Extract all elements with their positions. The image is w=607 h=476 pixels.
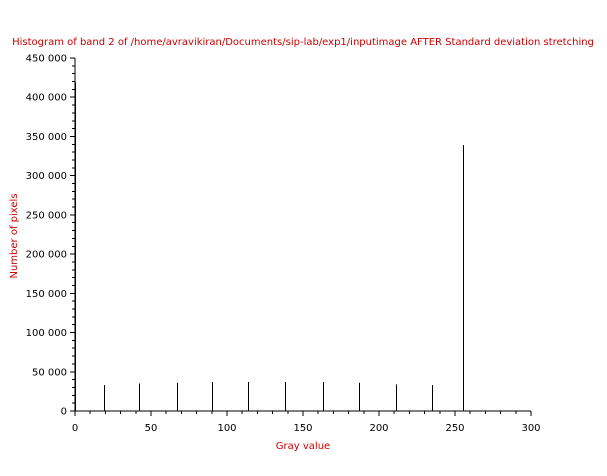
x-tick-label: 200 bbox=[369, 423, 388, 434]
y-tick-label: 300 000 bbox=[26, 171, 67, 182]
x-tick-label: 0 bbox=[72, 423, 78, 434]
chart-title: Histogram of band 2 of /home/avravikiran… bbox=[12, 37, 594, 48]
y-tick-label: 250 000 bbox=[26, 210, 67, 221]
y-tick-label: 150 000 bbox=[26, 289, 67, 300]
x-tick-label: 150 bbox=[293, 423, 312, 434]
y-tick-label: 50 000 bbox=[32, 367, 67, 378]
y-tick-label: 450 000 bbox=[26, 54, 67, 65]
axis-ticks: 0 50 100 150 200 250 300 0 50 000 100 000 150 000 2… bbox=[26, 54, 541, 435]
x-tick-label: 300 bbox=[521, 423, 540, 434]
y-tick-label: 0 bbox=[61, 407, 67, 418]
x-tick-label: 50 bbox=[145, 423, 158, 434]
x-axis-label: Gray value bbox=[276, 441, 330, 452]
x-tick-label: 250 bbox=[445, 423, 464, 434]
y-tick-label: 400 000 bbox=[26, 93, 67, 104]
axes bbox=[74, 58, 531, 412]
histogram-bars bbox=[75, 82, 464, 411]
y-tick-label: 100 000 bbox=[26, 328, 67, 339]
y-tick-label: 350 000 bbox=[26, 132, 67, 143]
y-tick-label: 200 000 bbox=[26, 250, 67, 261]
y-axis-label: Number of pixels bbox=[9, 193, 20, 278]
x-tick-label: 100 bbox=[217, 423, 236, 434]
